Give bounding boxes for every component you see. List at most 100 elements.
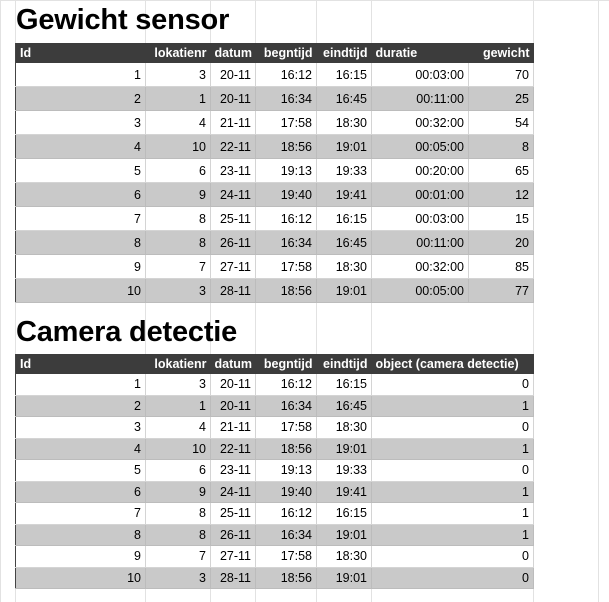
cell-eindtijd[interactable]: 16:15 — [316, 206, 372, 231]
cell-lokatienr[interactable]: 6 — [145, 158, 211, 183]
column-header-begntijd[interactable]: begntijd — [255, 43, 317, 63]
column-header-gewicht[interactable]: gewicht — [468, 43, 534, 63]
cell-eindtijd[interactable]: 19:01 — [316, 567, 372, 589]
cell-id[interactable]: 9 — [15, 545, 146, 568]
cell-datum[interactable]: 27-11 — [210, 254, 256, 279]
cell-begntijd[interactable]: 19:40 — [255, 182, 317, 207]
cell-duratie[interactable]: 00:03:00 — [371, 63, 469, 87]
cell-id[interactable]: 2 — [15, 395, 146, 417]
cell-eindtijd[interactable]: 16:15 — [316, 63, 372, 87]
cell-duratie[interactable]: 00:05:00 — [371, 134, 469, 159]
cell-begntijd[interactable]: 17:58 — [255, 110, 317, 135]
cell-begntijd[interactable]: 16:12 — [255, 374, 317, 396]
cell-lokatienr[interactable]: 8 — [145, 206, 211, 231]
cell-lokatienr[interactable]: 8 — [145, 524, 211, 546]
cell-id[interactable]: 5 — [15, 158, 146, 183]
cell-lokatienr[interactable]: 8 — [145, 230, 211, 255]
cell-object-camera-detectie[interactable]: 1 — [371, 524, 534, 546]
cell-eindtijd[interactable]: 16:45 — [316, 86, 372, 111]
cell-begntijd[interactable]: 16:34 — [255, 524, 317, 546]
cell-gewicht[interactable]: 54 — [468, 110, 534, 135]
cell-datum[interactable]: 20-11 — [210, 86, 256, 111]
cell-gewicht[interactable]: 65 — [468, 158, 534, 183]
cell-lokatienr[interactable]: 1 — [145, 395, 211, 417]
cell-begntijd[interactable]: 16:12 — [255, 502, 317, 525]
cell-eindtijd[interactable]: 16:15 — [316, 502, 372, 525]
cell-eindtijd[interactable]: 19:01 — [316, 134, 372, 159]
cell-begntijd[interactable]: 18:56 — [255, 134, 317, 159]
cell-lokatienr[interactable]: 9 — [145, 481, 211, 503]
cell-begntijd[interactable]: 16:34 — [255, 86, 317, 111]
cell-gewicht[interactable]: 8 — [468, 134, 534, 159]
cell-datum[interactable]: 24-11 — [210, 481, 256, 503]
cell-eindtijd[interactable]: 16:15 — [316, 374, 372, 396]
cell-gewicht[interactable]: 70 — [468, 63, 534, 87]
cell-duratie[interactable]: 00:32:00 — [371, 254, 469, 279]
cell-begntijd[interactable]: 19:13 — [255, 158, 317, 183]
cell-id[interactable]: 8 — [15, 524, 146, 546]
cell-object-camera-detectie[interactable]: 0 — [371, 459, 534, 482]
cell-id[interactable]: 4 — [15, 134, 146, 159]
cell-duratie[interactable]: 00:11:00 — [371, 86, 469, 111]
cell-datum[interactable]: 27-11 — [210, 545, 256, 568]
cell-id[interactable]: 1 — [15, 63, 146, 87]
cell-begntijd[interactable]: 16:12 — [255, 63, 317, 87]
cell-begntijd[interactable]: 16:34 — [255, 230, 317, 255]
cell-eindtijd[interactable]: 18:30 — [316, 416, 372, 439]
cell-datum[interactable]: 26-11 — [210, 524, 256, 546]
cell-begntijd[interactable]: 17:58 — [255, 416, 317, 439]
cell-datum[interactable]: 28-11 — [210, 567, 256, 589]
cell-lokatienr[interactable]: 7 — [145, 545, 211, 568]
cell-eindtijd[interactable]: 19:01 — [316, 278, 372, 303]
cell-datum[interactable]: 23-11 — [210, 459, 256, 482]
cell-id[interactable]: 1 — [15, 374, 146, 396]
cell-id[interactable]: 9 — [15, 254, 146, 279]
cell-lokatienr[interactable]: 3 — [145, 278, 211, 303]
cell-lokatienr[interactable]: 9 — [145, 182, 211, 207]
cell-id[interactable]: 7 — [15, 502, 146, 525]
cell-begntijd[interactable]: 19:13 — [255, 459, 317, 482]
cell-eindtijd[interactable]: 19:01 — [316, 438, 372, 460]
cell-gewicht[interactable]: 77 — [468, 278, 534, 303]
cell-begntijd[interactable]: 18:56 — [255, 438, 317, 460]
cell-datum[interactable]: 24-11 — [210, 182, 256, 207]
cell-eindtijd[interactable]: 19:01 — [316, 524, 372, 546]
cell-id[interactable]: 5 — [15, 459, 146, 482]
column-header-begntijd[interactable]: begntijd — [255, 354, 317, 374]
cell-duratie[interactable]: 00:05:00 — [371, 278, 469, 303]
cell-datum[interactable]: 20-11 — [210, 395, 256, 417]
cell-datum[interactable]: 22-11 — [210, 438, 256, 460]
cell-lokatienr[interactable]: 7 — [145, 254, 211, 279]
cell-id[interactable]: 6 — [15, 182, 146, 207]
cell-id[interactable]: 3 — [15, 110, 146, 135]
cell-object-camera-detectie[interactable]: 0 — [371, 567, 534, 589]
cell-duratie[interactable]: 00:32:00 — [371, 110, 469, 135]
column-header-datum[interactable]: datum — [210, 354, 256, 374]
cell-datum[interactable]: 25-11 — [210, 206, 256, 231]
cell-object-camera-detectie[interactable]: 1 — [371, 438, 534, 460]
cell-id[interactable]: 2 — [15, 86, 146, 111]
cell-eindtijd[interactable]: 18:30 — [316, 254, 372, 279]
cell-object-camera-detectie[interactable]: 1 — [371, 395, 534, 417]
cell-eindtijd[interactable]: 19:33 — [316, 459, 372, 482]
cell-object-camera-detectie[interactable]: 0 — [371, 545, 534, 568]
column-header-object-camera-detectie[interactable]: object (camera detectie) — [371, 354, 534, 374]
cell-lokatienr[interactable]: 10 — [145, 438, 211, 460]
column-header-lokatienr[interactable]: lokatienr — [145, 354, 211, 374]
column-header-eindtijd[interactable]: eindtijd — [316, 43, 372, 63]
column-header-id[interactable]: Id — [15, 354, 146, 374]
cell-datum[interactable]: 20-11 — [210, 63, 256, 87]
cell-datum[interactable]: 23-11 — [210, 158, 256, 183]
column-header-eindtijd[interactable]: eindtijd — [316, 354, 372, 374]
cell-id[interactable]: 7 — [15, 206, 146, 231]
cell-duratie[interactable]: 00:03:00 — [371, 206, 469, 231]
cell-lokatienr[interactable]: 3 — [145, 567, 211, 589]
cell-eindtijd[interactable]: 19:41 — [316, 182, 372, 207]
column-header-lokatienr[interactable]: lokatienr — [145, 43, 211, 63]
cell-gewicht[interactable]: 25 — [468, 86, 534, 111]
cell-duratie[interactable]: 00:01:00 — [371, 182, 469, 207]
cell-eindtijd[interactable]: 18:30 — [316, 110, 372, 135]
cell-gewicht[interactable]: 12 — [468, 182, 534, 207]
cell-gewicht[interactable]: 20 — [468, 230, 534, 255]
cell-datum[interactable]: 20-11 — [210, 374, 256, 396]
